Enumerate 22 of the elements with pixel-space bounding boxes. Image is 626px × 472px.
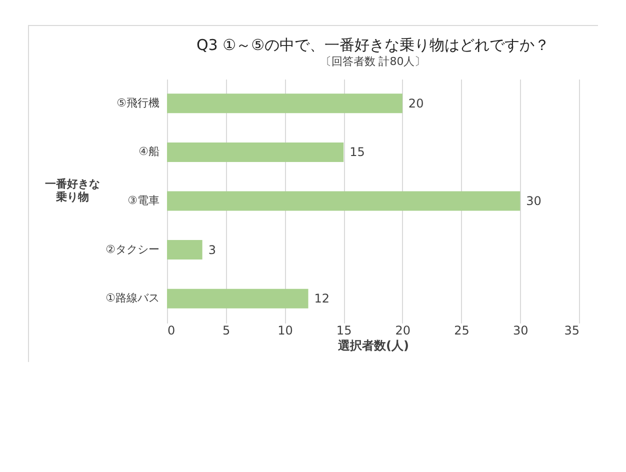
y-tick-label: ②タクシー: [106, 242, 160, 256]
x-tick-label: 30: [513, 324, 528, 338]
y-tick-label: ①路線バス: [106, 292, 160, 305]
x-tick-label: 0: [168, 324, 176, 338]
data-label: 12: [314, 292, 330, 306]
data-label: 20: [408, 96, 424, 110]
data-label: 30: [526, 194, 542, 208]
data-label: 3: [208, 242, 216, 257]
x-tick-label: 10: [278, 324, 293, 338]
y-tick-label: ③電車: [128, 194, 160, 207]
y-axis-title: 一番好きな乗り物: [45, 178, 100, 204]
x-tick-label: 25: [454, 324, 470, 338]
x-tick-label: 15: [336, 324, 352, 338]
x-tick-label: 35: [564, 324, 580, 338]
y-tick-label: ⑤飛行機: [116, 96, 160, 110]
x-tick-label: 20: [395, 324, 411, 338]
data-label: 15: [350, 145, 365, 160]
x-tick-label: 5: [222, 324, 230, 338]
x-axis-title: 選択者数(人): [337, 338, 409, 352]
y-tick-label: ④船: [138, 145, 160, 158]
chart-subtitle: 〔回答者数 計80人〕: [320, 55, 426, 68]
chart-title: Q3 ①～⑤の中で、一番好きな乗り物はどれですか？: [196, 36, 550, 54]
